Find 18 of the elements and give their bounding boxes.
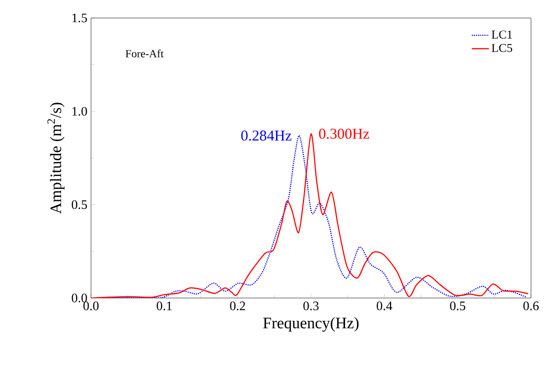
y-tick-label: 1.5 [72,14,87,22]
y-axis-title: Amplitude (m$^{2}$/s) [47,102,64,214]
annotation: Fore-Aft [126,50,164,58]
x-tick-label: 0.5 [450,302,466,310]
x-tick-label: 0.4 [376,302,392,310]
x-axis-title: Frequency(Hz) [263,317,359,332]
legend-label: LC1 [492,30,512,39]
y-tick-label: 1.0 [72,106,87,116]
y-tick-label: 0.0 [72,294,87,302]
x-tick-label: 0.1 [156,302,172,310]
x-tick-label: 0.6 [523,302,539,310]
x-tick-label: 0.2 [230,302,246,310]
annotation: 0.284Hz [241,130,292,141]
y-tick-label: 0.5 [72,200,87,210]
legend-label: LC5 [492,44,512,52]
x-tick-label: 0.0 [83,302,99,310]
annotation: 0.300Hz [319,128,370,139]
x-tick-label: 0.3 [303,302,319,310]
